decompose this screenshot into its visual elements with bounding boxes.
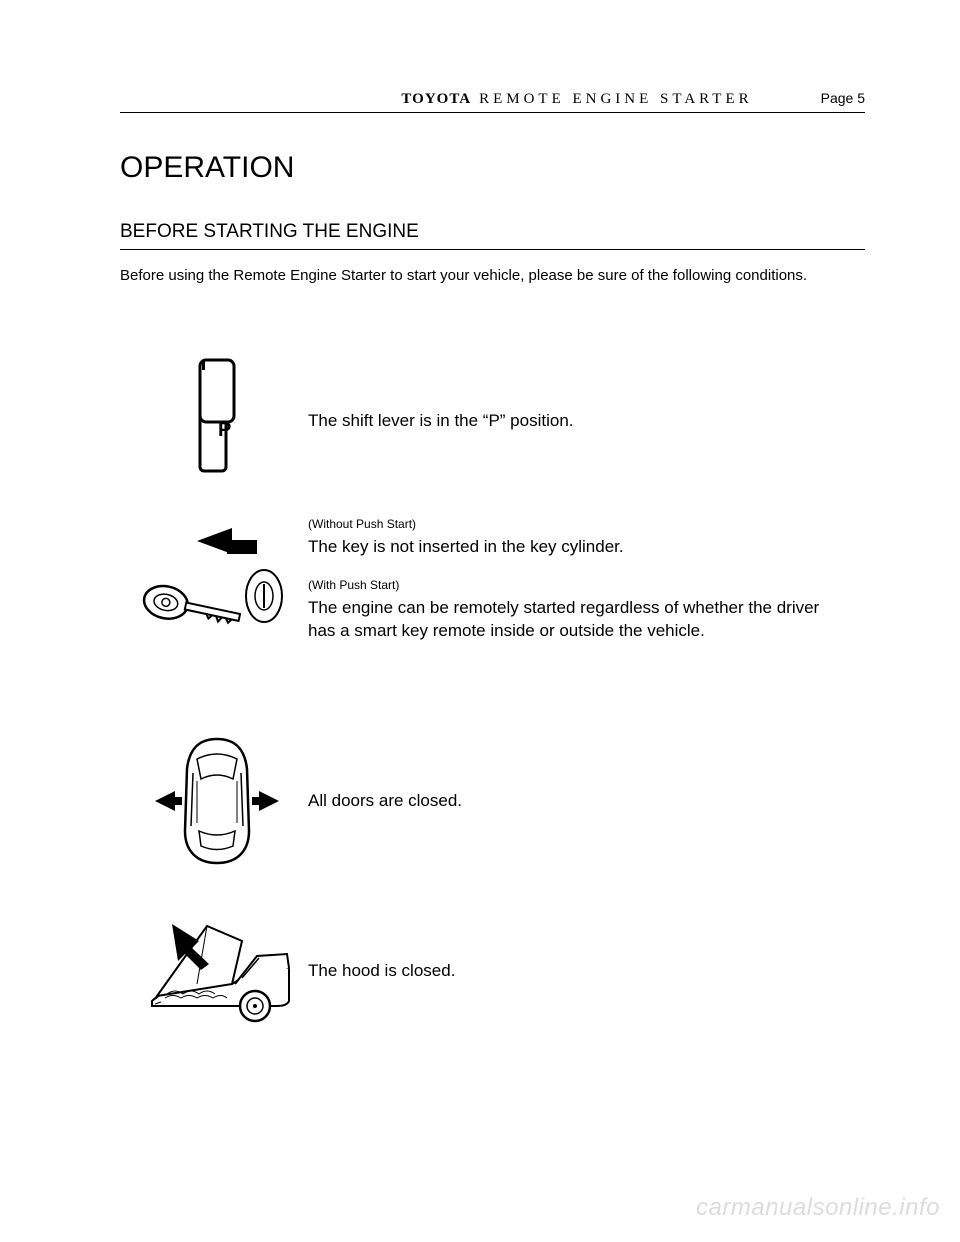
hood-closed-icon — [132, 906, 302, 1036]
conditions-list: P The shift lever is in the “P” position… — [132, 346, 865, 1046]
key-text-with: The engine can be remotely started regar… — [308, 596, 825, 644]
intro-text: Before using the Remote Engine Starter t… — [120, 266, 865, 286]
key-note-with: (With Push Start) — [308, 577, 825, 594]
doors-closed-icon — [132, 731, 302, 871]
key-note-without: (Without Push Start) — [308, 516, 825, 533]
section-subtitle: BEFORE STARTING THE ENGINE — [120, 221, 865, 250]
condition-row-hood: The hood is closed. — [132, 896, 865, 1046]
condition-row-shift: P The shift lever is in the “P” position… — [132, 346, 865, 496]
header-page-number: Page 5 — [821, 90, 865, 106]
condition-row-doors: All doors are closed. — [132, 726, 865, 876]
condition-row-key: (Without Push Start) The key is not inse… — [132, 516, 865, 706]
header-brand: TOYOTA — [401, 91, 471, 108]
watermark: carmanualsonline.info — [696, 1194, 940, 1222]
hood-text: The hood is closed. — [308, 959, 455, 983]
header-rule: TOYOTA REMOTE ENGINE STARTER Page 5 — [120, 90, 865, 113]
header-product: REMOTE ENGINE STARTER — [479, 91, 753, 108]
svg-text:P: P — [218, 419, 231, 441]
page-content: TOYOTA REMOTE ENGINE STARTER Page 5 OPER… — [0, 0, 960, 1046]
shift-lever-icon: P — [132, 356, 302, 486]
key-text-without: The key is not inserted in the key cylin… — [308, 535, 825, 559]
page-title: OPERATION — [120, 151, 865, 185]
doors-text: All doors are closed. — [308, 789, 462, 813]
key-icon — [132, 516, 302, 656]
shift-text: The shift lever is in the “P” position. — [308, 409, 574, 433]
